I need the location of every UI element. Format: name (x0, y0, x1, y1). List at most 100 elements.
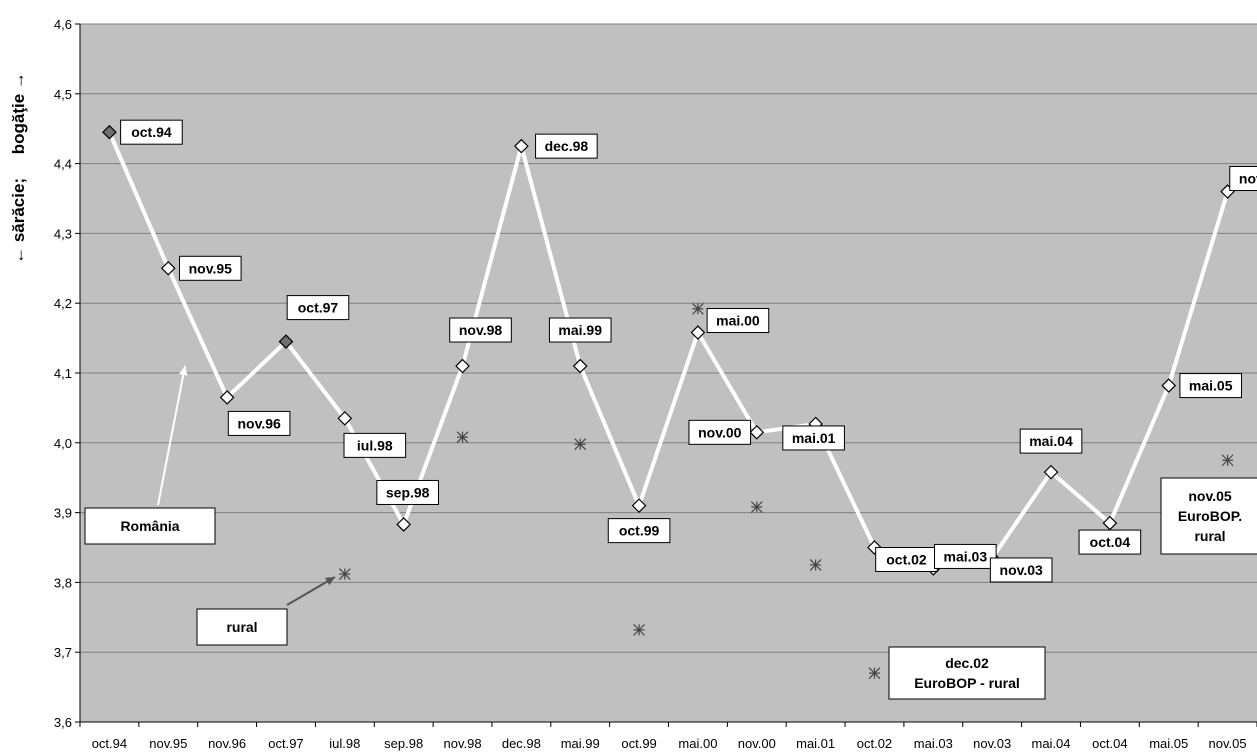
romania-marker (514, 138, 529, 154)
romania-marker (278, 334, 294, 349)
point-label-text: mai.03 (944, 548, 988, 564)
x-tick-label: nov.95 (149, 736, 187, 751)
annotation-nov05: nov.05 EuroBOP. rural (1160, 477, 1257, 555)
y-tick-label: 4,2 (54, 296, 72, 311)
x-tick-label: mai.05 (1149, 736, 1188, 751)
point-label-box (934, 543, 997, 569)
point-label-text: mai.04 (1029, 433, 1073, 449)
point-label-box (343, 432, 407, 458)
x-tick-label: mai.99 (561, 736, 600, 751)
point-label: nov.00 (688, 419, 752, 445)
annotation-nov05-text: rural (1194, 528, 1225, 544)
annotation-dec02-text: dec.02 (945, 655, 989, 671)
point-label: nov.96 (227, 410, 291, 436)
x-tick-label: mai.00 (678, 736, 717, 751)
point-label-text: sep.98 (386, 484, 430, 500)
point-label-text: nov.96 (237, 415, 281, 431)
annotation-romania: România (84, 507, 216, 545)
arrow-romania-head (179, 366, 188, 376)
point-label: mai.03 (934, 543, 997, 569)
point-label: oct.97 (286, 295, 350, 321)
romania-marker (102, 124, 117, 140)
annotation-dec02-text: EuroBOP - rural (914, 675, 1020, 691)
rural-marker-stroke (692, 302, 704, 315)
x-tick-label: mai.04 (1032, 736, 1071, 751)
point-label-text: dec.98 (545, 138, 589, 154)
rural-marker-stroke (574, 438, 587, 451)
point-label-box (120, 119, 183, 145)
point-label: mai.99 (548, 317, 612, 343)
point-label: nov.98 (449, 317, 512, 343)
romania-marker (396, 517, 412, 532)
point-label-text: oct.94 (131, 124, 172, 140)
point-label-text: nov.00 (698, 424, 742, 440)
point-label-text: nov.03 (1000, 562, 1044, 578)
point-label-text: oct.04 (1090, 534, 1131, 550)
y-tick-label: 3,8 (54, 575, 72, 590)
point-label-text: oct.02 (886, 552, 927, 568)
point-label-text: nov.98 (459, 322, 503, 338)
y-tick-label: 4,5 (54, 87, 72, 102)
x-tick-label: dec.98 (502, 736, 541, 751)
romania-marker (690, 325, 706, 340)
rural-marker-stroke (456, 431, 469, 444)
point-label-text: iul.98 (357, 437, 393, 453)
point-label: dec.98 (535, 133, 598, 159)
point-label-box (178, 255, 242, 281)
arrow-rural-shaft (286, 576, 336, 606)
romania-marker (160, 260, 176, 276)
point-label-box (227, 410, 291, 436)
point-label: mai.05 (1179, 373, 1243, 399)
romania-marker (572, 358, 588, 374)
arrow-romania-shaft (157, 365, 186, 506)
point-label: oct.04 (1078, 529, 1142, 555)
point-label: oct.02 (875, 547, 938, 572)
romania-marker (749, 424, 765, 440)
point-label-text: oct.97 (298, 300, 339, 316)
x-tick-label: oct.04 (1092, 736, 1127, 751)
point-label: mai.00 (706, 308, 770, 334)
annotation-dec02: dec.02 EuroBOP - rural (888, 646, 1046, 700)
point-label: sep.98 (376, 479, 439, 505)
point-label: mai.04 (1019, 428, 1083, 454)
x-tick-label: nov.05 (1209, 736, 1247, 751)
annotation-romania-box (84, 507, 216, 545)
x-tick-label: mai.03 (914, 736, 953, 751)
rural-marker-stroke (750, 501, 763, 513)
point-label-box (1019, 428, 1083, 454)
romania-marker (1161, 378, 1177, 393)
x-tick-label: oct.94 (92, 736, 127, 751)
x-tick-label: mai.01 (796, 736, 835, 751)
annotation-rural-box (196, 608, 288, 646)
point-label: oct.99 (607, 518, 671, 544)
series-romania-line (107, 131, 1230, 571)
point-label-box (1078, 529, 1142, 555)
point-label-box (535, 133, 598, 159)
point-label: iul.98 (343, 432, 407, 458)
point-label-box (376, 479, 439, 505)
rural-marker (456, 431, 469, 444)
point-label-box (989, 557, 1053, 583)
romania-marker (631, 498, 647, 513)
y-axis-label: ← sărăcie; bogăţie → (9, 72, 28, 264)
rural-marker (809, 559, 822, 571)
annotation-nov05-box (1160, 477, 1257, 555)
rural-marker-stroke (338, 568, 351, 580)
y-tick-label: 3,6 (54, 715, 72, 730)
rural-marker-stroke (633, 623, 645, 636)
point-label-text: nov.95 (189, 260, 233, 276)
point-label-box (875, 547, 938, 572)
y-tick-label: 3,9 (54, 506, 72, 521)
annotation-romania-text: România (120, 518, 179, 534)
y-tick-label: 4,3 (54, 226, 72, 241)
point-label-text: oct.99 (619, 523, 660, 539)
point-label: nov.05 (1229, 166, 1257, 192)
rural-marker (574, 438, 587, 451)
arrow-rural (286, 576, 336, 606)
rural-marker (750, 501, 763, 513)
y-tick-label: 3,7 (54, 645, 72, 660)
point-label-text: mai.01 (792, 430, 836, 446)
point-label: mai.01 (782, 425, 845, 451)
x-tick-label: nov.00 (738, 736, 776, 751)
rural-marker (633, 623, 645, 636)
